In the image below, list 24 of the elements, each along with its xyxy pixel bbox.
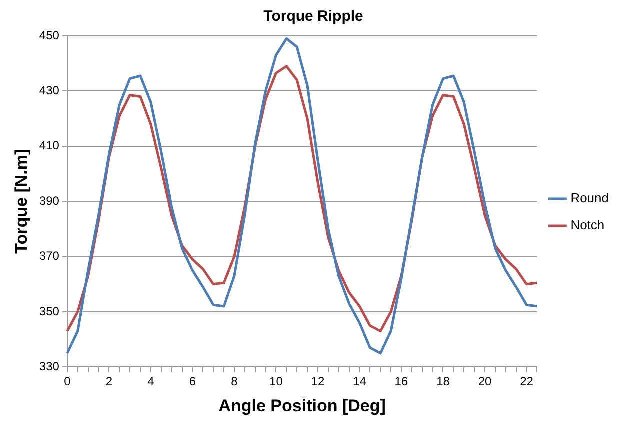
x-tick-label: 8 (231, 374, 238, 389)
x-tick-label: 0 (64, 374, 72, 389)
y-tick-label: 410 (39, 138, 60, 153)
y-tick-label: 330 (39, 360, 60, 374)
x-tick-label: 6 (189, 374, 196, 389)
chart-title: Torque Ripple (264, 8, 364, 26)
y-tick-label: 430 (39, 84, 60, 98)
x-tick-label: 10 (270, 374, 284, 389)
x-tick-label: 18 (436, 374, 450, 389)
x-tick-label: 2 (106, 374, 113, 389)
y-tick-label: 370 (39, 249, 60, 264)
x-tick-label: 16 (394, 374, 408, 389)
y-axis-title: Torque [N.m] (12, 149, 31, 254)
y-tick-label: 350 (39, 304, 60, 318)
legend-label: Round (570, 190, 610, 206)
legend-label: Notch (570, 218, 605, 233)
y-tick-label: 390 (39, 194, 60, 208)
x-tick-label: 14 (353, 374, 367, 389)
x-axis-title: Angle Position [Deg] (218, 396, 386, 416)
x-tick-label: 20 (478, 374, 492, 389)
x-tick-label: 4 (148, 374, 155, 389)
y-tick-label: 450 (39, 28, 60, 42)
x-tick-label: 22 (520, 374, 534, 389)
x-tick-label: 12 (311, 374, 325, 389)
